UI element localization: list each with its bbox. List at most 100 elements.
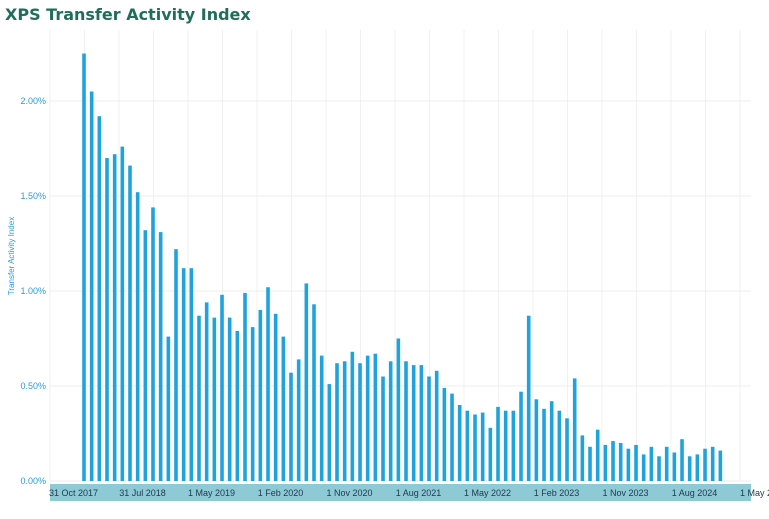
bar — [542, 408, 546, 481]
x-tick-label: 1 Aug 2024 — [672, 488, 718, 498]
y-tick-label: 1.50% — [20, 191, 46, 201]
y-tick-label: 1.00% — [20, 286, 46, 296]
bar — [120, 146, 125, 481]
bar — [427, 376, 431, 481]
x-tick-label: 1 Feb 2023 — [534, 488, 580, 498]
bar — [657, 456, 661, 481]
x-tick-label: 1 May 2025 — [740, 488, 769, 498]
bar — [503, 410, 508, 481]
bar — [450, 393, 454, 481]
x-tick-label: 1 Nov 2020 — [326, 488, 372, 498]
bar — [97, 116, 102, 481]
gridlines — [49, 30, 751, 482]
bar — [89, 91, 94, 481]
bar — [220, 294, 224, 481]
bar — [595, 429, 600, 481]
bar — [703, 448, 707, 481]
y-axis-label: Transfer Activity Index — [7, 217, 16, 295]
bar — [105, 158, 109, 481]
bar — [174, 249, 178, 481]
bar — [695, 454, 700, 481]
bar — [603, 444, 608, 481]
x-tick-label: 1 Nov 2023 — [602, 488, 648, 498]
bar — [235, 330, 240, 481]
x-axis-band — [50, 484, 751, 501]
x-tick-label: 31 Jul 2018 — [119, 488, 166, 498]
bar — [411, 365, 416, 481]
bar — [373, 353, 378, 481]
bar — [511, 410, 516, 481]
bar — [281, 336, 286, 481]
bar — [158, 232, 163, 481]
bar — [358, 363, 362, 481]
bar — [649, 446, 654, 481]
bar — [143, 230, 148, 481]
x-tick-label: 1 May 2022 — [464, 488, 511, 498]
bar — [641, 454, 646, 481]
x-axis-ticks: 31 Oct 2017 31 Jul 2018 1 May 2019 1 Feb 20… — [49, 488, 769, 498]
bar — [335, 363, 339, 481]
bar — [342, 361, 347, 481]
x-tick-label: 1 May 2019 — [188, 488, 235, 498]
bar — [634, 444, 638, 481]
bar — [626, 448, 631, 481]
bar — [312, 304, 316, 481]
bar — [664, 446, 669, 481]
bar — [457, 405, 462, 481]
bar — [289, 372, 293, 481]
bar — [419, 365, 424, 481]
bar — [687, 456, 692, 481]
bar — [442, 387, 447, 481]
x-tick-label: 1 Feb 2020 — [258, 488, 304, 498]
bar — [588, 446, 592, 481]
bar — [350, 351, 355, 481]
x-axis-band-fill — [50, 484, 751, 501]
bar — [243, 292, 247, 481]
bar — [611, 441, 615, 481]
bar — [710, 446, 715, 481]
bar — [496, 406, 500, 481]
bar — [296, 359, 301, 481]
bar — [396, 338, 401, 481]
x-tick-label: 31 Oct 2017 — [49, 488, 98, 498]
bar — [565, 418, 569, 481]
bar — [135, 192, 140, 481]
y-axis-ticks: 0.00% 0.50% 1.00% 1.50% 2.00% — [20, 96, 46, 486]
bar — [488, 427, 493, 481]
bar — [327, 384, 332, 481]
bar — [381, 376, 385, 481]
bar — [480, 412, 485, 481]
bar — [204, 302, 209, 481]
bars — [82, 53, 723, 481]
bar — [227, 317, 232, 481]
bar — [388, 361, 393, 481]
x-tick-label: 1 Aug 2021 — [396, 488, 442, 498]
bar — [82, 53, 86, 481]
bar — [672, 452, 677, 481]
bar — [680, 439, 684, 481]
bar — [250, 327, 255, 481]
bar — [166, 336, 171, 481]
bar — [404, 361, 408, 481]
y-tick-label: 0.50% — [20, 381, 46, 391]
bar — [557, 410, 562, 481]
bar — [434, 370, 439, 481]
bar — [197, 315, 201, 481]
bar — [151, 207, 155, 481]
bar — [258, 310, 263, 481]
bar — [189, 268, 194, 481]
chart-title: XPS Transfer Activity Index — [5, 5, 251, 24]
bar — [319, 355, 324, 481]
bar — [580, 435, 585, 481]
bar — [304, 283, 309, 481]
bar — [519, 391, 523, 481]
y-tick-label: 0.00% — [20, 476, 46, 486]
bar — [534, 399, 539, 481]
bar — [572, 378, 577, 481]
bar — [526, 315, 531, 481]
bar — [128, 165, 132, 481]
bar — [718, 450, 723, 481]
bar — [465, 410, 470, 481]
bar — [181, 268, 186, 481]
y-tick-label: 2.00% — [20, 96, 46, 106]
